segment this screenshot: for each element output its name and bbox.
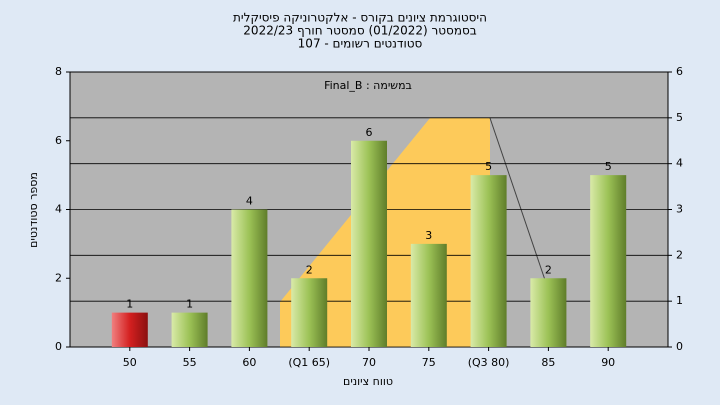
y2-tick-label: 3 bbox=[676, 203, 683, 216]
bar bbox=[470, 175, 507, 347]
title-line: היסטוגרמת ציונים בקורס - אלקטרוניקה פיסי… bbox=[233, 11, 487, 25]
x-tick-label: 85 bbox=[541, 356, 555, 369]
whisker-line bbox=[489, 117, 546, 281]
x-tick-label: 75 bbox=[422, 356, 436, 369]
y2-tick-label: 1 bbox=[676, 294, 683, 307]
value-label: 1 bbox=[126, 298, 133, 311]
x-tick-label: 60 bbox=[242, 356, 256, 369]
y-tick-label: 2 bbox=[55, 271, 62, 284]
bar bbox=[410, 243, 447, 347]
y-tick-label: 6 bbox=[55, 134, 62, 147]
y-tick-label: 0 bbox=[55, 340, 62, 353]
y2-tick-label: 0 bbox=[676, 340, 683, 353]
x-tick-label: 55 bbox=[183, 356, 197, 369]
value-label: 1 bbox=[186, 298, 193, 311]
y2-tick-label: 4 bbox=[676, 157, 683, 170]
x-tick-label: 50 bbox=[123, 356, 137, 369]
bar bbox=[171, 312, 208, 347]
bar bbox=[291, 278, 328, 347]
bar bbox=[590, 175, 627, 347]
bar bbox=[231, 209, 268, 347]
value-label: 2 bbox=[306, 263, 313, 276]
value-label: 6 bbox=[366, 126, 373, 139]
x-tick-label: 90 bbox=[601, 356, 615, 369]
y-tick-label: 8 bbox=[55, 65, 62, 78]
annotation: Final_B : במשימה bbox=[324, 79, 412, 92]
value-label: 5 bbox=[485, 160, 492, 173]
value-label: 3 bbox=[425, 229, 432, 242]
y-tick-label: 4 bbox=[55, 203, 62, 216]
bar bbox=[351, 140, 387, 347]
bar bbox=[530, 278, 567, 347]
title-line: בסמסטר (01/2022) סמסטר חורף 2022/23 bbox=[243, 24, 476, 38]
x-tick-label: 70 bbox=[362, 356, 376, 369]
y-axis-label: מספר סטודנטים bbox=[27, 172, 40, 248]
bar bbox=[111, 312, 148, 347]
y2-tick-label: 2 bbox=[676, 248, 683, 261]
title-line: סטודנטים רשומים - 107 bbox=[298, 37, 423, 51]
x-tick-label: (Q1 65) bbox=[288, 356, 330, 369]
y2-tick-label: 6 bbox=[676, 65, 683, 78]
x-axis-label: טווח ציונים bbox=[343, 375, 393, 388]
y2-tick-label: 5 bbox=[676, 111, 683, 124]
value-label: 4 bbox=[246, 195, 253, 208]
value-label: 5 bbox=[605, 160, 612, 173]
x-tick-label: (Q3 80) bbox=[468, 356, 510, 369]
value-label: 2 bbox=[545, 263, 552, 276]
